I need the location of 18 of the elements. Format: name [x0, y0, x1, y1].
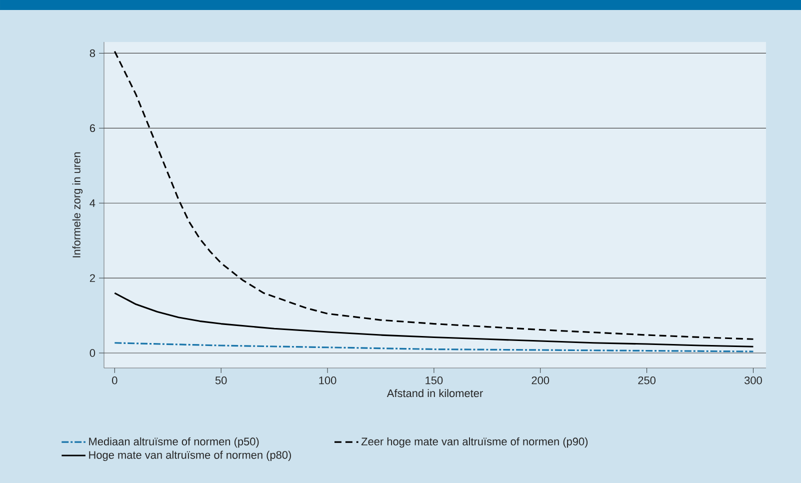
y-tick-label: 2: [90, 274, 95, 282]
legend-label: Zeer hoge mate van altruïsme of normen (p90): [361, 437, 588, 448]
x-tick-label: 50: [215, 376, 227, 384]
y-tick-label: 4: [90, 199, 96, 207]
legend-label: Mediaan altruïsme of normen (p50): [89, 437, 259, 448]
line-series: [114, 292, 754, 348]
x-tick-label: 100: [319, 376, 336, 384]
y-tick-label: 0: [90, 349, 96, 357]
x-tick-label: 0: [112, 376, 118, 384]
x-tick-label: 250: [638, 376, 656, 384]
y-tick-label: 6: [90, 124, 96, 132]
y-axis-title: Informele zorg in uren: [72, 152, 83, 258]
x-tick-label: 200: [532, 376, 550, 384]
y-tick-label: 8: [90, 49, 96, 58]
legend-label: Hoge mate van altruïsme of normen (p80): [89, 450, 291, 461]
x-axis-title: Afstand in kilometer: [386, 389, 483, 398]
x-tick-label: 300: [744, 376, 762, 384]
x-tick-label: 150: [426, 376, 443, 384]
